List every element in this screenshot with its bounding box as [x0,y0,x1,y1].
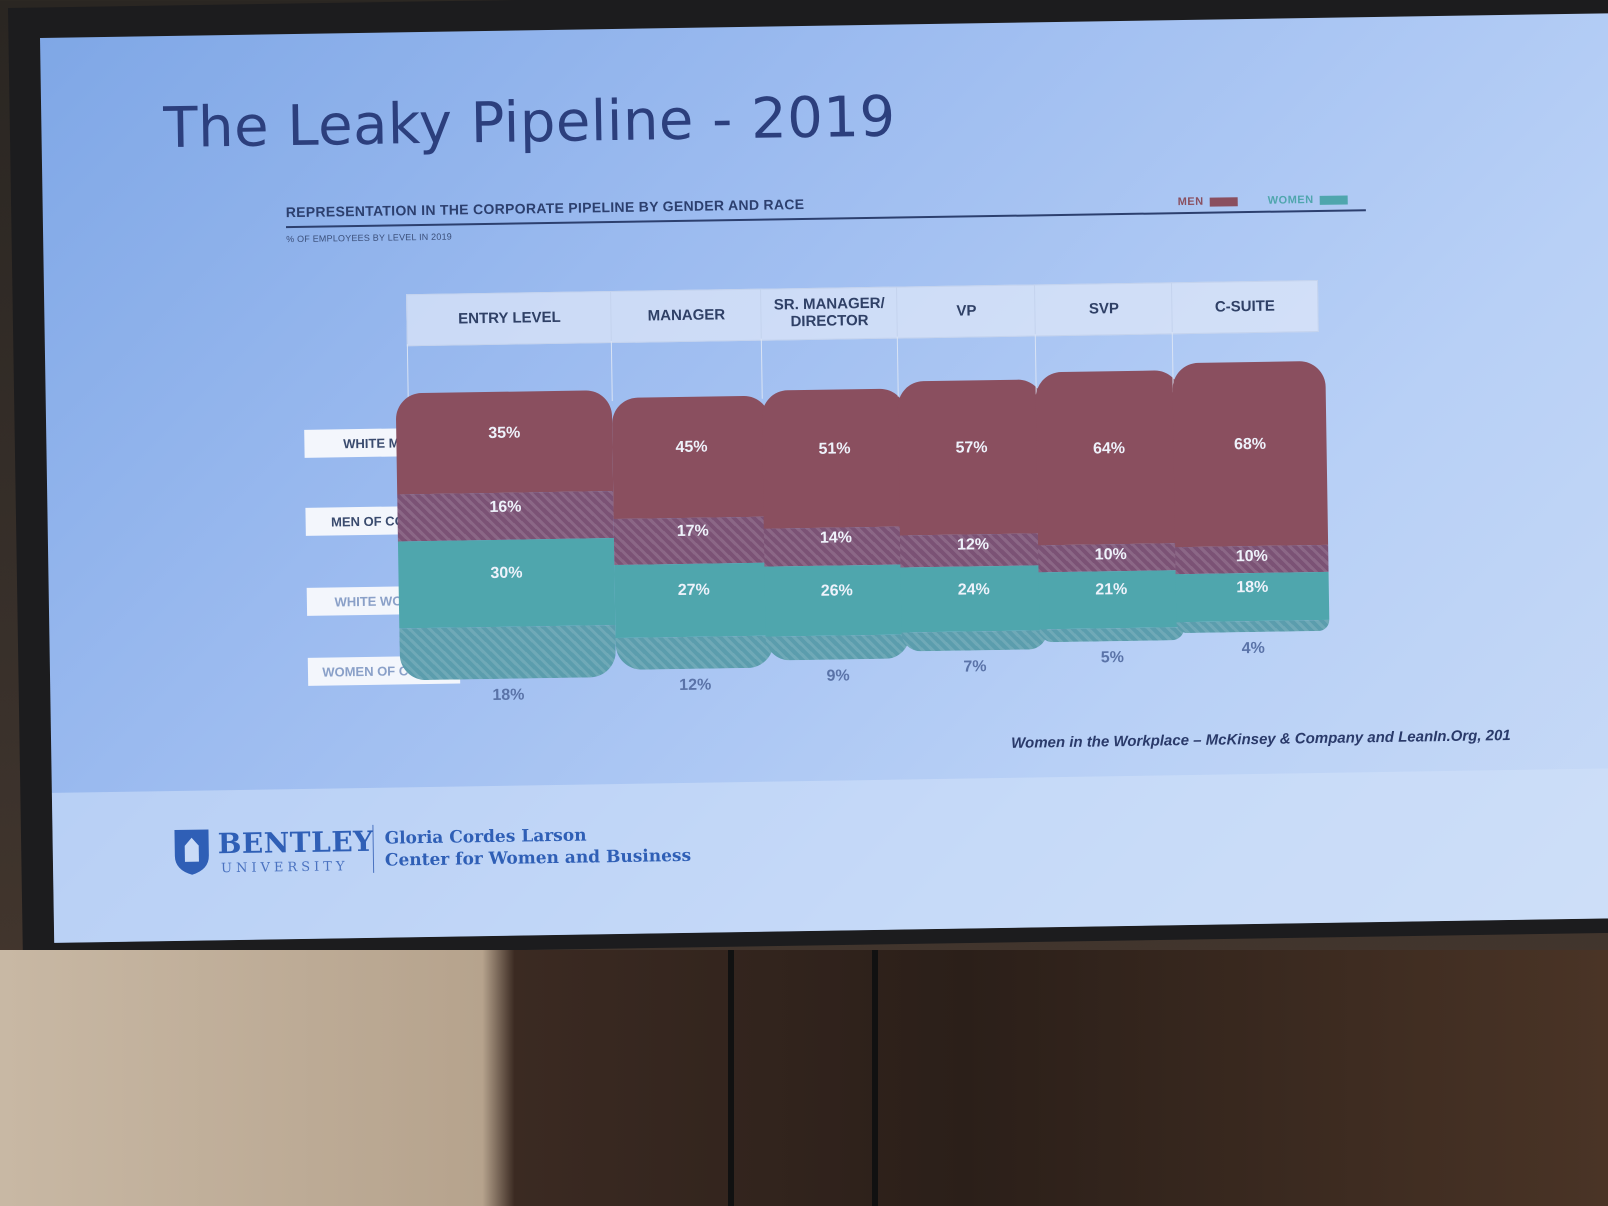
segment-value-label: 5% [1100,649,1125,667]
pipeline-segment [765,634,910,661]
segment-value-label: 10% [1235,547,1268,565]
bentley-shield-icon [174,829,209,875]
column-header: VP [896,284,1036,337]
segment-value-label: 16% [489,498,522,516]
legend-women: WOMEN [1267,193,1348,207]
pipeline-segment [1176,620,1330,634]
pipeline-segment [1039,626,1185,643]
segment-value-label: 12% [679,676,712,695]
segment-value-label: 57% [955,439,988,457]
segment-value-label: 45% [675,438,708,457]
segment-value-label: 24% [957,580,990,599]
segment-value-label: 27% [677,581,710,600]
slide-title: The Leaky Pipeline - 2019 [162,84,897,162]
presentation-slide: The Leaky Pipeline - 2019 REPRESENTATION… [40,12,1608,943]
segment-value-label: 12% [956,536,990,554]
segment-value-label: 21% [1095,581,1128,599]
segment-value-label: 51% [818,440,851,458]
segment-value-label: 14% [819,529,853,547]
column-header: SR. MANAGER/ DIRECTOR [760,286,898,339]
segment-value-label: 18% [1236,578,1269,597]
legend-men: MEN [1178,195,1238,208]
segment-value-label: 64% [1092,439,1126,458]
column-header: MANAGER [610,288,762,342]
segment-value-label: 18% [492,686,525,704]
column-header: ENTRY LEVEL [406,291,612,345]
segment-value-label: 30% [490,564,523,583]
monitor-stand [728,950,734,1206]
pipeline-segment [615,635,774,671]
pipeline-segment [399,624,617,681]
monitor-stand [872,950,878,1206]
segment-value-label: 35% [488,424,521,442]
chart-subtitle: % OF EMPLOYEES BY LEVEL IN 2019 [286,231,453,245]
column-panel [610,338,763,402]
legend-swatch [1209,196,1238,207]
center-name-line1: Gloria Cordes Larson [384,825,587,849]
legend-swatch [1319,195,1348,205]
chart-title: REPRESENTATION IN THE CORPORATE PIPELINE… [285,196,805,221]
segment-value-label: 7% [963,658,987,676]
legend-label: WOMEN [1267,194,1314,207]
segment-value-label: 9% [826,667,850,685]
segment-value-label: 4% [1241,639,1265,658]
source-citation: Women in the Workplace – McKinsey & Comp… [1011,726,1511,752]
segment-value-label: 26% [820,581,853,600]
pipeline-segment [1172,361,1329,547]
column-header: C-SUITE [1170,279,1318,333]
segment-value-label: 10% [1094,545,1127,564]
room-background [0,950,1608,1206]
column-header: SVP [1033,282,1173,335]
legend-label: MEN [1177,195,1204,209]
segment-value-label: 17% [676,522,709,540]
logo-subtitle: UNIVERSITY [220,859,349,877]
segment-value-label: 68% [1233,435,1267,454]
pipeline-segment [901,630,1048,652]
logo-name: BENTLEY [217,824,374,861]
